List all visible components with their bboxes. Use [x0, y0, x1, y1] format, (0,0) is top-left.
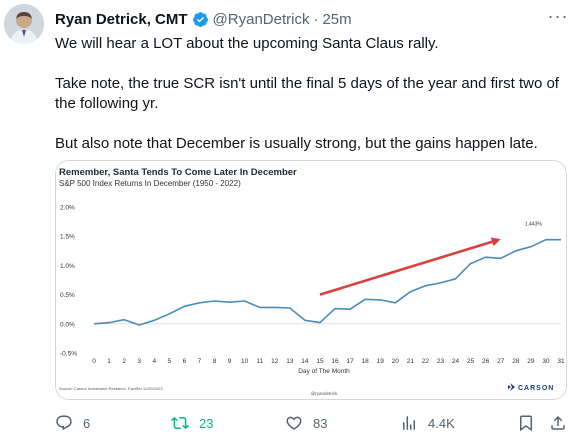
bookmark-button[interactable]: [517, 410, 545, 436]
x-tick-label: 17: [346, 358, 354, 365]
views-chart-icon: [403, 416, 415, 430]
x-tick-label: 11: [256, 358, 263, 365]
tweet-paragraph: Take note, the true SCR isn't until the …: [55, 75, 559, 112]
reply-icon: [56, 415, 72, 431]
x-tick-label: 14: [301, 358, 309, 365]
views-count: 4.4K: [428, 415, 455, 431]
x-tick-label: 21: [407, 358, 415, 365]
verified-badge-icon: [192, 11, 209, 28]
tweet-text: We will hear a LOT about the upcoming Sa…: [55, 34, 570, 154]
x-tick-label: 28: [512, 358, 520, 365]
reply-button[interactable]: 6: [55, 410, 90, 436]
x-tick-label: 13: [286, 358, 294, 365]
y-tick-label: 0.5%: [60, 292, 75, 299]
brand-logo-text: CARSON: [518, 385, 554, 392]
x-tick-label: 6: [183, 358, 187, 365]
x-axis-label: Day of The Month: [298, 368, 350, 375]
author-handle[interactable]: @RyanDetrick: [212, 10, 310, 28]
y-tick-label: 1.5%: [60, 234, 75, 241]
series-line: [93, 238, 561, 326]
x-tick-label: 0: [92, 358, 96, 365]
x-tick-label: 10: [241, 358, 249, 365]
repost-count: 23: [199, 415, 214, 431]
author-name[interactable]: Ryan Detrick, CMT: [55, 10, 188, 28]
x-tick-label: 27: [497, 358, 505, 365]
x-tick-label: 29: [527, 358, 535, 365]
x-tick-label: 24: [452, 358, 460, 365]
x-tick-label: 7: [198, 358, 202, 365]
chart-watermark: @ryandetrick: [311, 391, 338, 396]
like-button[interactable]: 83: [285, 410, 327, 436]
y-tick-label: 0.0%: [60, 321, 75, 328]
tweet-paragraph: We will hear a LOT about the upcoming Sa…: [55, 35, 439, 52]
timestamp[interactable]: 25m: [322, 10, 352, 28]
x-tick-label: 9: [228, 358, 232, 365]
heart-icon: [286, 416, 302, 430]
x-tick-label: 4: [152, 358, 156, 365]
carson-logo-icon: [508, 383, 515, 391]
share-button[interactable]: [549, 410, 577, 436]
x-tick-label: 12: [271, 358, 279, 365]
repost-button[interactable]: 23: [171, 410, 213, 436]
x-tick-label: 3: [137, 358, 141, 365]
media-card[interactable]: Remember, Santa Tends To Come Later In D…: [55, 160, 567, 400]
x-tick-label: 22: [422, 358, 430, 365]
x-tick-label: 23: [437, 358, 445, 365]
x-tick-label: 31: [557, 358, 565, 365]
header-separator: ·: [313, 10, 319, 28]
chart-subtitle: S&P 500 Index Returns In December (1950 …: [59, 179, 241, 188]
x-tick-label: 15: [316, 358, 324, 365]
bookmark-icon: [520, 415, 532, 432]
avatar[interactable]: [4, 4, 44, 44]
views-button[interactable]: 4.4K: [400, 410, 455, 436]
x-tick-label: 25: [467, 358, 475, 365]
x-tick-label: 5: [168, 358, 172, 365]
tweet-actions: 6 23 83 4.4K: [55, 410, 567, 436]
x-tick-label: 20: [392, 358, 400, 365]
x-tick-label: 30: [542, 358, 550, 365]
chart: Remember, Santa Tends To Come Later In D…: [56, 161, 566, 399]
chart-source: Source: Carson Investment Research, Fact…: [59, 386, 163, 391]
share-icon: [551, 415, 565, 430]
y-tick-label: 1.0%: [60, 263, 75, 270]
avatar-image: [4, 4, 44, 44]
tweet-paragraph: But also note that December is usually s…: [55, 135, 538, 152]
chart-title: Remember, Santa Tends To Come Later In D…: [59, 167, 297, 178]
tweet-header: Ryan Detrick, CMT @RyanDetrick · 25m ···: [55, 6, 569, 30]
repost-icon: [171, 416, 189, 430]
x-tick-label: 1: [107, 358, 111, 365]
x-tick-label: 26: [482, 358, 490, 365]
more-options-icon[interactable]: ···: [547, 6, 569, 26]
trend-arrow: [319, 237, 501, 296]
y-tick-label: 2.0%: [60, 205, 75, 212]
chart-annotation: 1.443%: [525, 222, 543, 228]
x-tick-label: 19: [377, 358, 385, 365]
x-tick-label: 2: [122, 358, 126, 365]
x-tick-label: 18: [362, 358, 370, 365]
x-tick-label: 16: [331, 358, 339, 365]
reply-count: 6: [83, 415, 91, 431]
y-tick-label: -0.5%: [60, 351, 77, 358]
x-tick-label: 8: [213, 358, 217, 365]
like-count: 83: [313, 415, 328, 431]
